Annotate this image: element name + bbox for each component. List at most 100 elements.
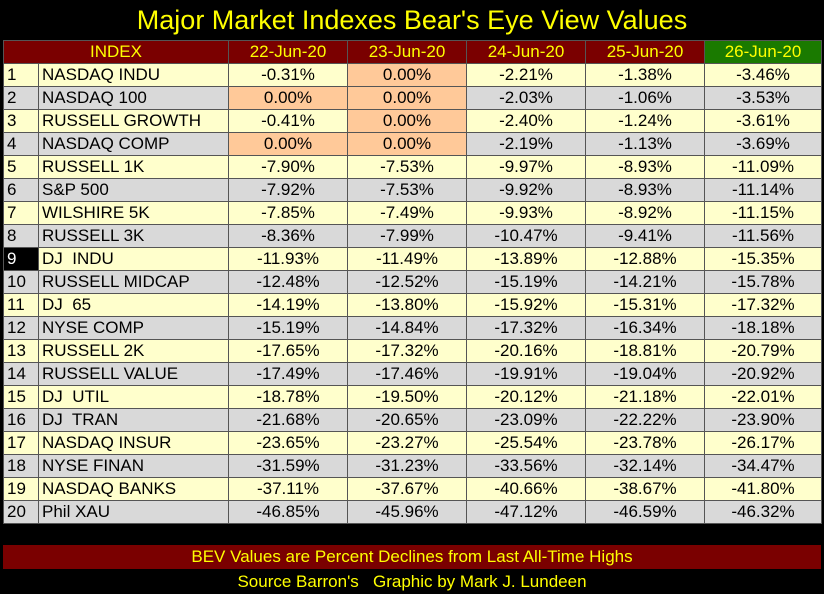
rank-cell: 1 [3,63,39,87]
rank-cell: 10 [3,270,39,294]
column-header-index: INDEX [3,40,229,64]
value-cell: -15.92% [466,293,586,317]
rank-cell: 14 [3,362,39,386]
value-cell: -38.67% [585,477,705,501]
rank-cell: 16 [3,408,39,432]
value-cell: -26.17% [704,431,822,455]
value-cell: -15.19% [466,270,586,294]
value-cell: -11.56% [704,224,822,248]
column-header-date: 25-Jun-20 [585,40,705,64]
value-cell: -14.19% [228,293,348,317]
header-row: INDEX 22-Jun-20 23-Jun-20 24-Jun-20 25-J… [3,40,822,64]
index-name-cell: DJ INDU [38,247,229,271]
value-cell: -7.99% [347,224,467,248]
footer-credit: Source Barron's Graphic by Mark J. Lunde… [237,572,587,591]
table-row: 19 NASDAQ BANKS -37.11% -37.67% -40.66% -38.6… [3,477,822,501]
table-row: 8 RUSSELL 3K -8.36% -7.99% -10.47% -9.41% -11.… [3,224,822,248]
value-cell: -8.93% [585,155,705,179]
value-cell: -1.24% [585,109,705,133]
rank-cell: 6 [3,178,39,202]
index-name-cell: RUSSELL VALUE [38,362,229,386]
index-name-cell: NYSE FINAN [38,454,229,478]
table-row: 13 RUSSELL 2K -17.65% -17.32% -20.16% -18.81%… [3,339,822,363]
value-cell: -7.92% [228,178,348,202]
index-name-cell: RUSSELL GROWTH [38,109,229,133]
index-name-cell: DJ TRAN [38,408,229,432]
value-cell: -15.35% [704,247,822,271]
rank-cell: 13 [3,339,39,363]
index-name-cell: NYSE COMP [38,316,229,340]
table-row: 1 NASDAQ INDU -0.31% 0.00% -2.21% -1.38% -3.46… [3,63,822,87]
value-cell: -15.19% [228,316,348,340]
column-header-date: 22-Jun-20 [228,40,348,64]
value-cell: 0.00% [347,86,467,110]
table-row: 6 S&P 500 -7.92% -7.53% -9.92% -8.93% -11.14% [3,178,822,202]
value-cell: -7.90% [228,155,348,179]
value-cell: -8.92% [585,201,705,225]
value-cell: -3.61% [704,109,822,133]
value-cell: -17.49% [228,362,348,386]
value-cell: -37.67% [347,477,467,501]
table-row: 14 RUSSELL VALUE -17.49% -17.46% -19.91% -19.… [3,362,822,386]
value-cell: -8.93% [585,178,705,202]
rank-cell: 2 [3,86,39,110]
table-row: 12 NYSE COMP -15.19% -14.84% -17.32% -16.34% -… [3,316,822,340]
index-name-cell: RUSSELL 3K [38,224,229,248]
value-cell: 0.00% [347,132,467,156]
value-cell: -14.84% [347,316,467,340]
value-cell: 0.00% [228,86,348,110]
column-header-date-latest: 26-Jun-20 [704,40,822,64]
index-name-cell: RUSSELL 2K [38,339,229,363]
rank-cell: 8 [3,224,39,248]
rank-cell: 3 [3,109,39,133]
column-header-date: 23-Jun-20 [347,40,467,64]
value-cell: -9.41% [585,224,705,248]
index-name-cell: NASDAQ INDU [38,63,229,87]
table-row: 5 RUSSELL 1K -7.90% -7.53% -9.97% -8.93% -11.0… [3,155,822,179]
value-cell: -12.88% [585,247,705,271]
value-cell: -11.15% [704,201,822,225]
value-cell: -34.47% [704,454,822,478]
value-cell: -23.09% [466,408,586,432]
value-cell: -11.49% [347,247,467,271]
value-cell: -19.91% [466,362,586,386]
value-cell: -46.59% [585,500,705,524]
value-cell: -25.54% [466,431,586,455]
table-row: 16 DJ TRAN -21.68% -20.65% -23.09% -22.22% -23… [3,408,822,432]
index-name-cell: S&P 500 [38,178,229,202]
value-cell: 0.00% [347,109,467,133]
value-cell: -14.21% [585,270,705,294]
value-cell: -20.79% [704,339,822,363]
value-cell: -3.69% [704,132,822,156]
chart-title: Major Market Indexes Bear's Eye View Val… [136,5,688,35]
value-cell: 0.00% [347,63,467,87]
index-name-cell: RUSSELL 1K [38,155,229,179]
value-cell: -18.18% [704,316,822,340]
value-cell: -22.01% [704,385,822,409]
value-cell: -2.03% [466,86,586,110]
value-cell: -37.11% [228,477,348,501]
index-name-cell: NASDAQ INSUR [38,431,229,455]
value-cell: -12.48% [228,270,348,294]
table-row: 9 DJ INDU -11.93% -11.49% -13.89% -12.88% -15.… [3,247,822,271]
value-cell: -41.80% [704,477,822,501]
rank-cell: 19 [3,477,39,501]
rank-cell: 20 [3,500,39,524]
rank-cell: 17 [3,431,39,455]
value-cell: -9.92% [466,178,586,202]
value-cell: -2.21% [466,63,586,87]
value-cell: -20.65% [347,408,467,432]
value-cell: -21.68% [228,408,348,432]
value-cell: -2.40% [466,109,586,133]
index-name-cell: WILSHIRE 5K [38,201,229,225]
table-row: 17 NASDAQ INSUR -23.65% -23.27% -25.54% -23.7… [3,431,822,455]
value-cell: -19.04% [585,362,705,386]
value-cell: -7.85% [228,201,348,225]
table-row: 7 WILSHIRE 5K -7.85% -7.49% -9.93% -8.92% -11.… [3,201,822,225]
table-row: 11 DJ 65 -14.19% -13.80% -15.92% -15.31% -17.3… [3,293,822,317]
value-cell: -12.52% [347,270,467,294]
value-cell: -13.80% [347,293,467,317]
value-cell: -40.66% [466,477,586,501]
value-cell: -13.89% [466,247,586,271]
value-cell: -19.50% [347,385,467,409]
